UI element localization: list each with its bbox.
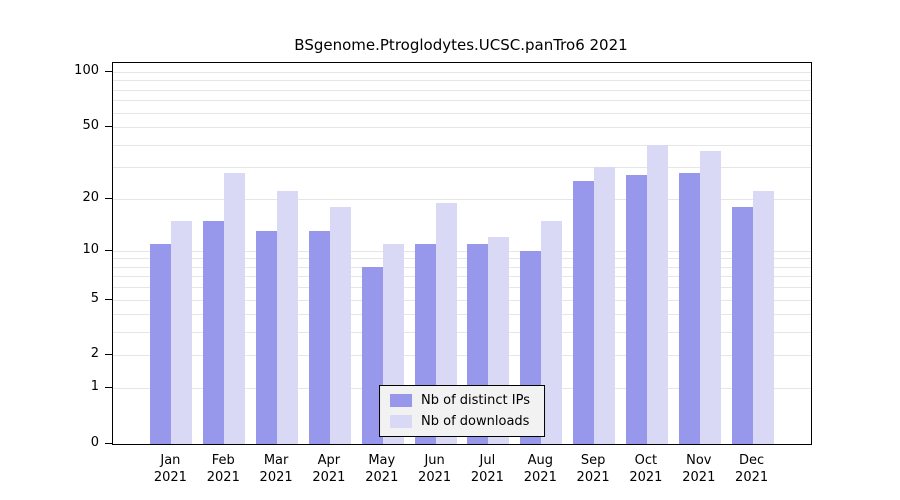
x-tick-label-nov: Nov 2021 xyxy=(663,452,735,486)
x-tick-year: 2021 xyxy=(153,470,187,485)
x-tick-month: Mar xyxy=(263,453,289,468)
y-tick-mark-20 xyxy=(105,197,112,199)
bar-distinct-ips-sep xyxy=(573,181,595,444)
y-tick-label-2: 2 xyxy=(90,346,99,362)
legend-swatch-distinct-ips xyxy=(390,394,413,407)
legend-label-distinct-ips: Nb of distinct IPs xyxy=(421,393,530,408)
y-tick-mark-5 xyxy=(105,298,112,300)
x-tick-label-sep: Sep 2021 xyxy=(557,452,629,486)
gridline-60 xyxy=(113,112,811,114)
x-tick-label-feb: Feb 2021 xyxy=(187,452,259,486)
plot-area: Nb of distinct IPs Nb of downloads xyxy=(112,62,812,445)
y-tick-label-50: 50 xyxy=(82,118,99,134)
bar-distinct-ips-may xyxy=(361,266,383,444)
x-tick-year: 2021 xyxy=(418,470,452,485)
bar-distinct-ips-nov xyxy=(678,172,700,444)
x-tick-year: 2021 xyxy=(523,470,557,485)
gridline-50 xyxy=(113,127,811,129)
x-tick-year: 2021 xyxy=(365,470,399,485)
legend-swatch-downloads xyxy=(390,415,413,428)
bar-distinct-ips-feb xyxy=(203,220,225,444)
gridline-3 xyxy=(113,332,811,334)
x-tick-label-jan: Jan 2021 xyxy=(134,452,206,486)
bar-downloads-jun xyxy=(435,202,457,444)
x-tick-year: 2021 xyxy=(629,470,663,485)
legend-item-distinct-ips: Nb of distinct IPs xyxy=(390,393,530,408)
bar-downloads-mar xyxy=(277,191,299,444)
x-tick-label-dec: Dec 2021 xyxy=(716,452,788,486)
y-tick-label-20: 20 xyxy=(82,189,99,205)
x-tick-month: Oct xyxy=(634,453,658,468)
x-tick-month: Feb xyxy=(211,453,235,468)
x-tick-month: Apr xyxy=(317,453,341,468)
gridline-70 xyxy=(113,100,811,102)
gridline-100 xyxy=(113,72,811,73)
x-tick-label-mar: Mar 2021 xyxy=(240,452,312,486)
y-tick-mark-0 xyxy=(105,443,112,444)
bar-distinct-ips-dec xyxy=(731,206,753,444)
y-tick-label-100: 100 xyxy=(74,63,99,78)
bar-distinct-ips-mar xyxy=(256,231,278,444)
gridline-80 xyxy=(113,89,811,91)
gridline-4 xyxy=(113,314,811,316)
y-tick-mark-100 xyxy=(105,71,112,72)
bar-downloads-nov xyxy=(699,150,721,444)
y-tick-label-10: 10 xyxy=(82,241,99,257)
y-tick-label-0: 0 xyxy=(90,435,99,450)
bar-downloads-jan xyxy=(171,220,193,444)
x-tick-year: 2021 xyxy=(470,470,504,485)
x-tick-label-aug: Aug 2021 xyxy=(504,452,576,486)
gridline-8 xyxy=(113,266,811,268)
bar-downloads-sep xyxy=(594,167,616,444)
x-tick-year: 2021 xyxy=(735,470,769,485)
x-tick-month: Jun xyxy=(424,453,445,468)
x-tick-month: Jan xyxy=(160,453,181,468)
bar-downloads-apr xyxy=(329,206,351,444)
bar-distinct-ips-jan xyxy=(150,243,172,444)
bar-downloads-oct xyxy=(646,144,668,444)
gridline-40 xyxy=(113,144,811,146)
gridline-20 xyxy=(113,198,811,200)
gridline-5 xyxy=(113,299,811,301)
x-tick-year: 2021 xyxy=(206,470,240,485)
gridline-9 xyxy=(113,258,811,260)
x-tick-month: Sep xyxy=(580,453,606,468)
x-tick-month: May xyxy=(368,453,396,468)
legend-label-downloads: Nb of downloads xyxy=(421,414,530,429)
gridline-30 xyxy=(113,167,811,169)
x-tick-month: Dec xyxy=(739,453,765,468)
gridline-90 xyxy=(113,80,811,82)
bar-downloads-aug xyxy=(541,220,563,444)
x-tick-year: 2021 xyxy=(259,470,293,485)
x-tick-month: Nov xyxy=(686,453,712,468)
bar-distinct-ips-apr xyxy=(308,231,330,444)
bar-downloads-dec xyxy=(752,191,774,444)
legend: Nb of distinct IPs Nb of downloads xyxy=(379,385,545,437)
gridline-10 xyxy=(113,250,811,252)
gridline-7 xyxy=(113,276,811,278)
x-tick-label-oct: Oct 2021 xyxy=(610,452,682,486)
x-tick-month: Jul xyxy=(479,453,496,468)
y-tick-mark-2 xyxy=(105,354,112,356)
y-tick-mark-10 xyxy=(105,249,112,251)
x-tick-year: 2021 xyxy=(576,470,610,485)
y-tick-label-5: 5 xyxy=(90,290,99,306)
x-tick-year: 2021 xyxy=(682,470,716,485)
chart-title: BSgenome.Ptroglodytes.UCSC.panTro6 2021 xyxy=(294,36,628,54)
bar-distinct-ips-oct xyxy=(625,175,647,444)
y-tick-mark-50 xyxy=(105,126,112,128)
x-tick-label-jul: Jul 2021 xyxy=(451,452,523,486)
bar-downloads-feb xyxy=(224,172,246,444)
y-tick-mark-1 xyxy=(105,387,112,389)
y-tick-label-1: 1 xyxy=(90,379,99,395)
x-tick-year: 2021 xyxy=(312,470,346,485)
gridline-6 xyxy=(113,287,811,289)
x-tick-label-may: May 2021 xyxy=(346,452,418,486)
x-tick-label-jun: Jun 2021 xyxy=(399,452,471,486)
x-tick-label-apr: Apr 2021 xyxy=(293,452,365,486)
x-tick-month: Aug xyxy=(527,453,553,468)
gridline-2 xyxy=(113,355,811,357)
legend-item-downloads: Nb of downloads xyxy=(390,414,530,429)
